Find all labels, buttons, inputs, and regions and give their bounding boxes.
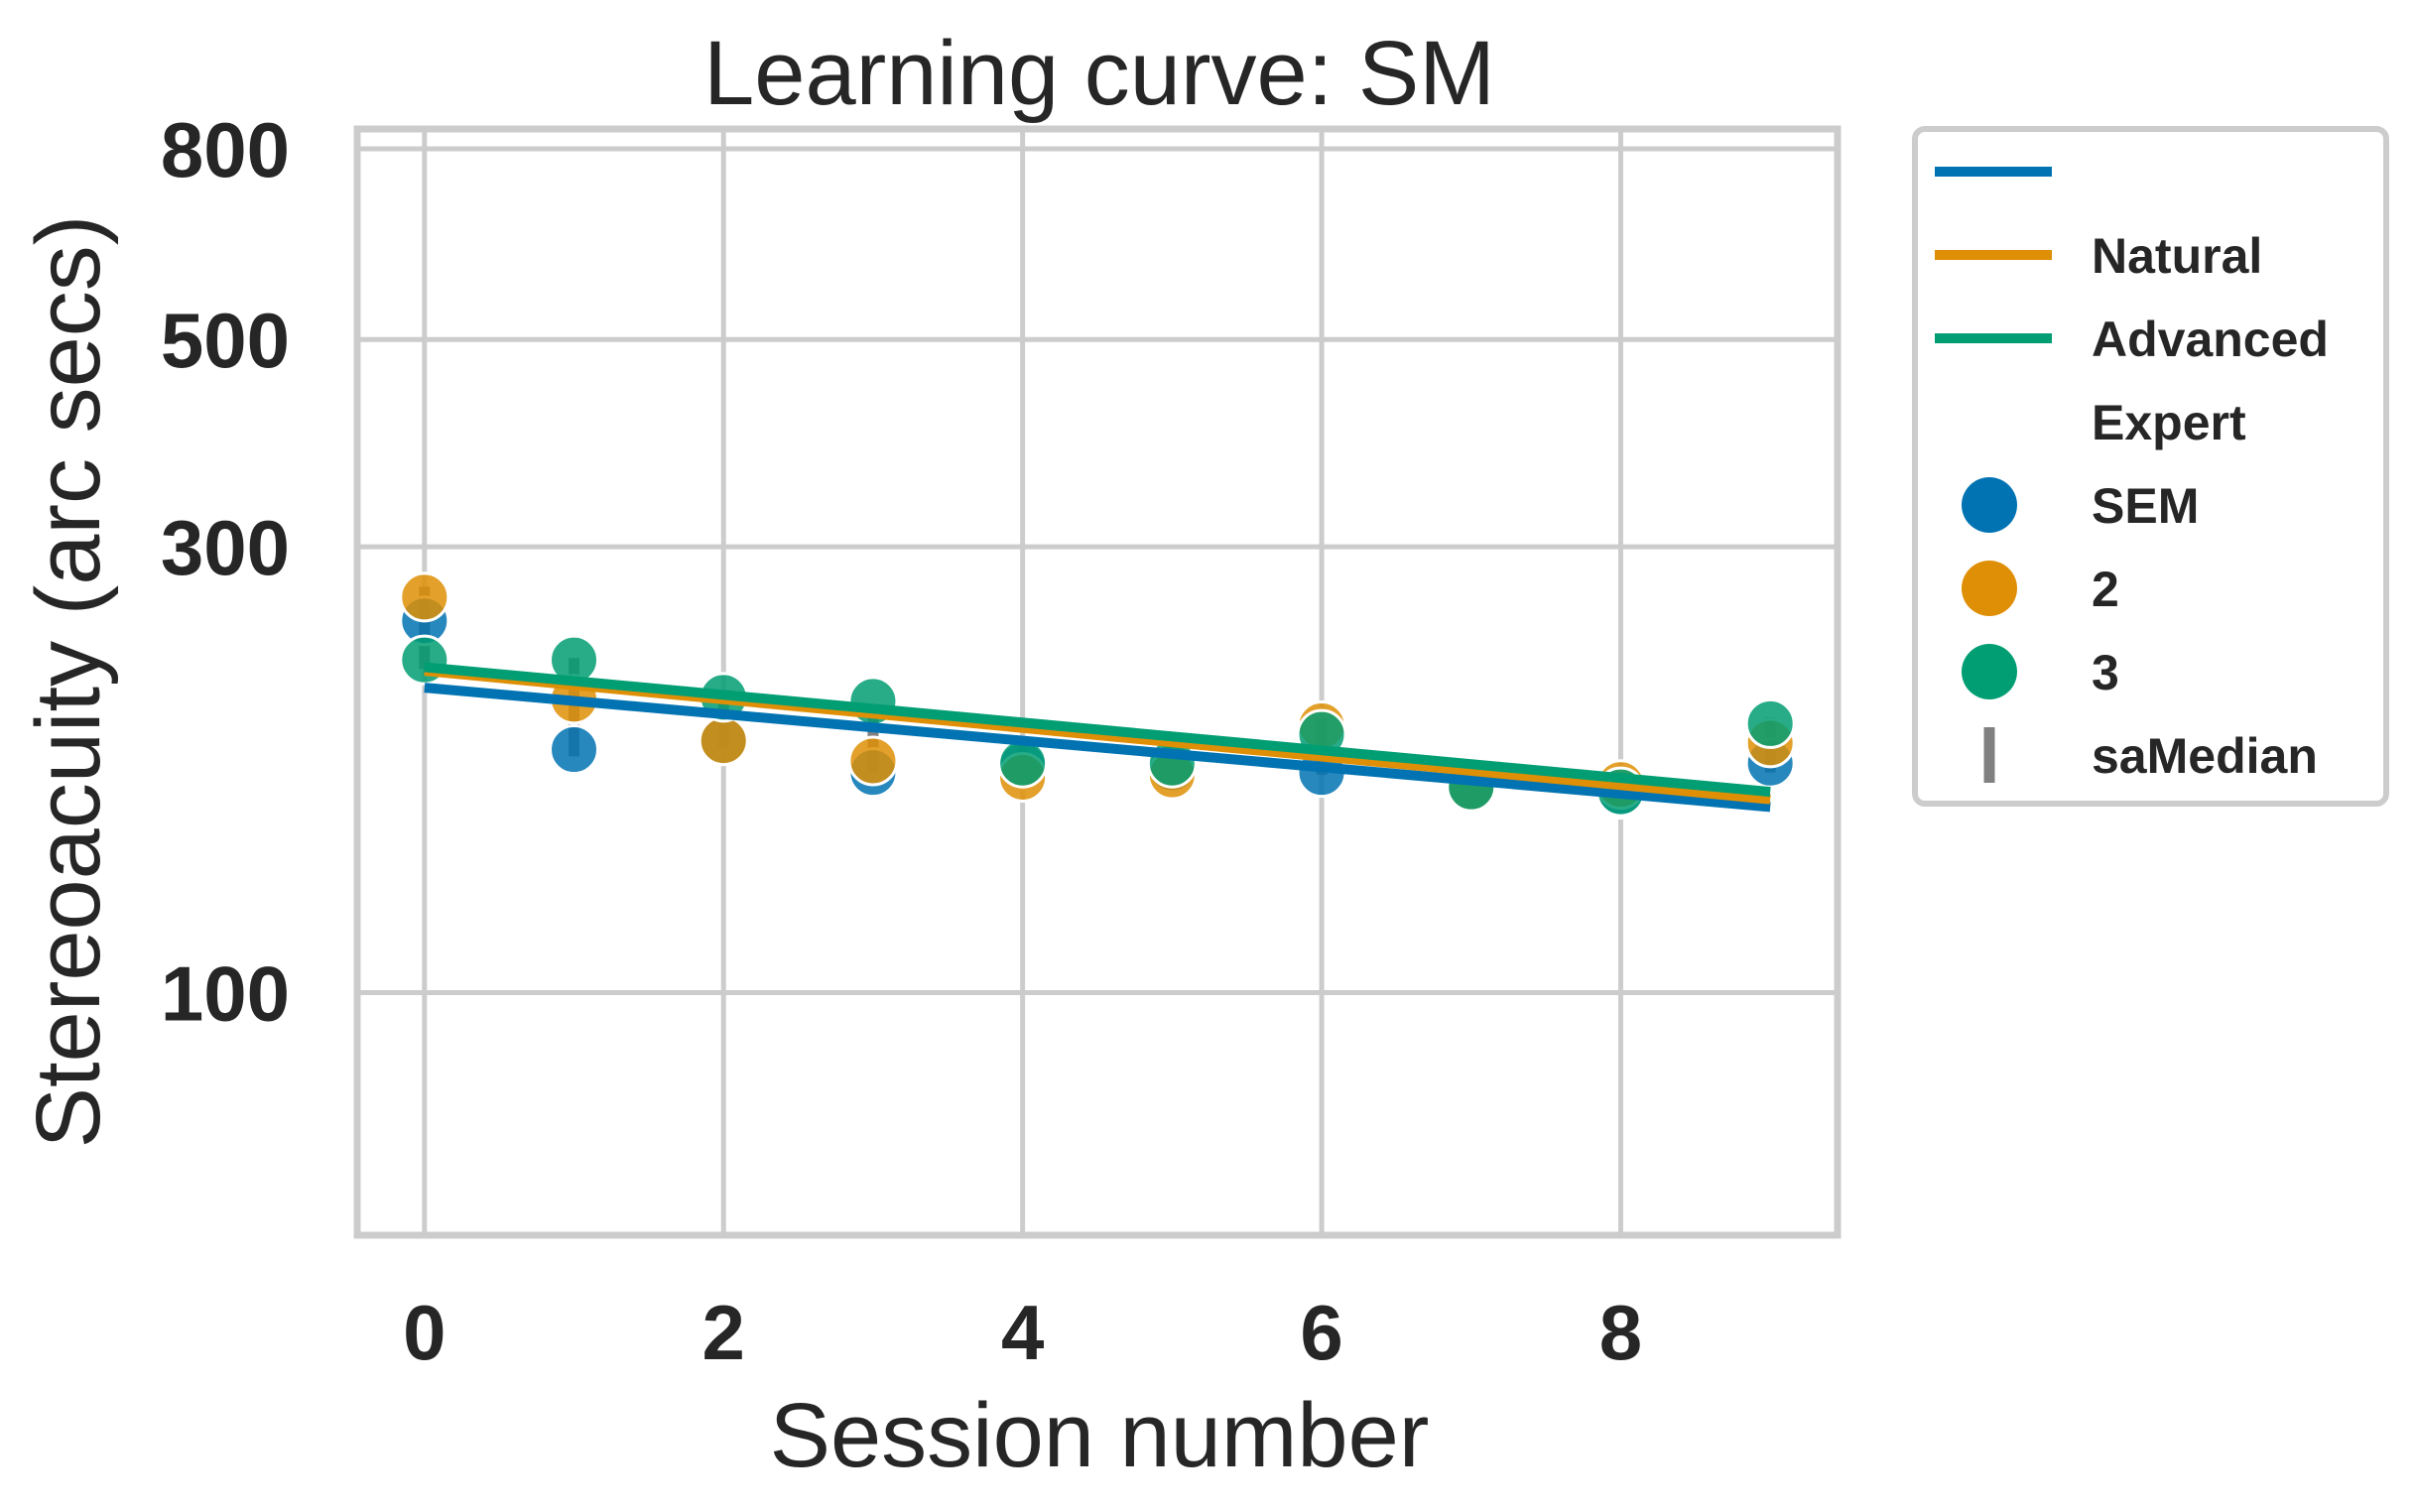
- plot-frame: [353, 125, 1842, 1239]
- grid: [357, 129, 1838, 1235]
- fit-line-3: [424, 662, 1771, 798]
- legend-items: Natural Advanced Expert SEM 2 3 saMedian: [1935, 167, 2329, 784]
- y-tick-label: 300: [161, 504, 290, 591]
- point-2: [399, 571, 450, 623]
- fit-lines: [424, 662, 1771, 813]
- legend-marker-swatch: [1962, 644, 2017, 699]
- x-tick-label: 6: [1300, 1289, 1342, 1376]
- y-tick-label: 800: [161, 106, 290, 193]
- y-tick-label: 500: [161, 297, 290, 384]
- legend: Natural Advanced Expert SEM 2 3 saMedian: [1912, 126, 2389, 807]
- x-tick-label: 2: [702, 1289, 745, 1376]
- chart-title: Learning curve: SM: [703, 23, 1495, 124]
- point-2: [847, 735, 899, 787]
- x-tick-label: 0: [403, 1289, 445, 1376]
- x-tick-label: 4: [1001, 1289, 1044, 1376]
- legend-label: Expert: [2092, 395, 2246, 450]
- y-axis-label: Stereoacuity (arc secs): [18, 215, 119, 1149]
- fit-line-SEM: [424, 683, 1771, 813]
- tick-labels: 0 2 4 6 8 100 300 500 800: [161, 106, 1642, 1376]
- legend-marker-swatch: [1962, 477, 2017, 533]
- legend-label: 2: [2092, 562, 2119, 617]
- legend-marker-swatch: [1962, 561, 2017, 616]
- point-2: [698, 715, 749, 767]
- x-tick-label: 8: [1599, 1289, 1642, 1376]
- y-tick-label: 100: [161, 949, 290, 1037]
- legend-frame: [1912, 126, 2389, 807]
- legend-label: saMedian: [2092, 728, 2318, 784]
- point-SEM: [549, 724, 600, 776]
- legend-label: Natural: [2092, 228, 2262, 284]
- legend-label: SEM: [2092, 478, 2199, 534]
- legend-label: Advanced: [2092, 312, 2329, 367]
- point-3: [1744, 697, 1796, 749]
- legend-label: 3: [2092, 645, 2119, 700]
- x-axis-label: Session number: [770, 1385, 1430, 1486]
